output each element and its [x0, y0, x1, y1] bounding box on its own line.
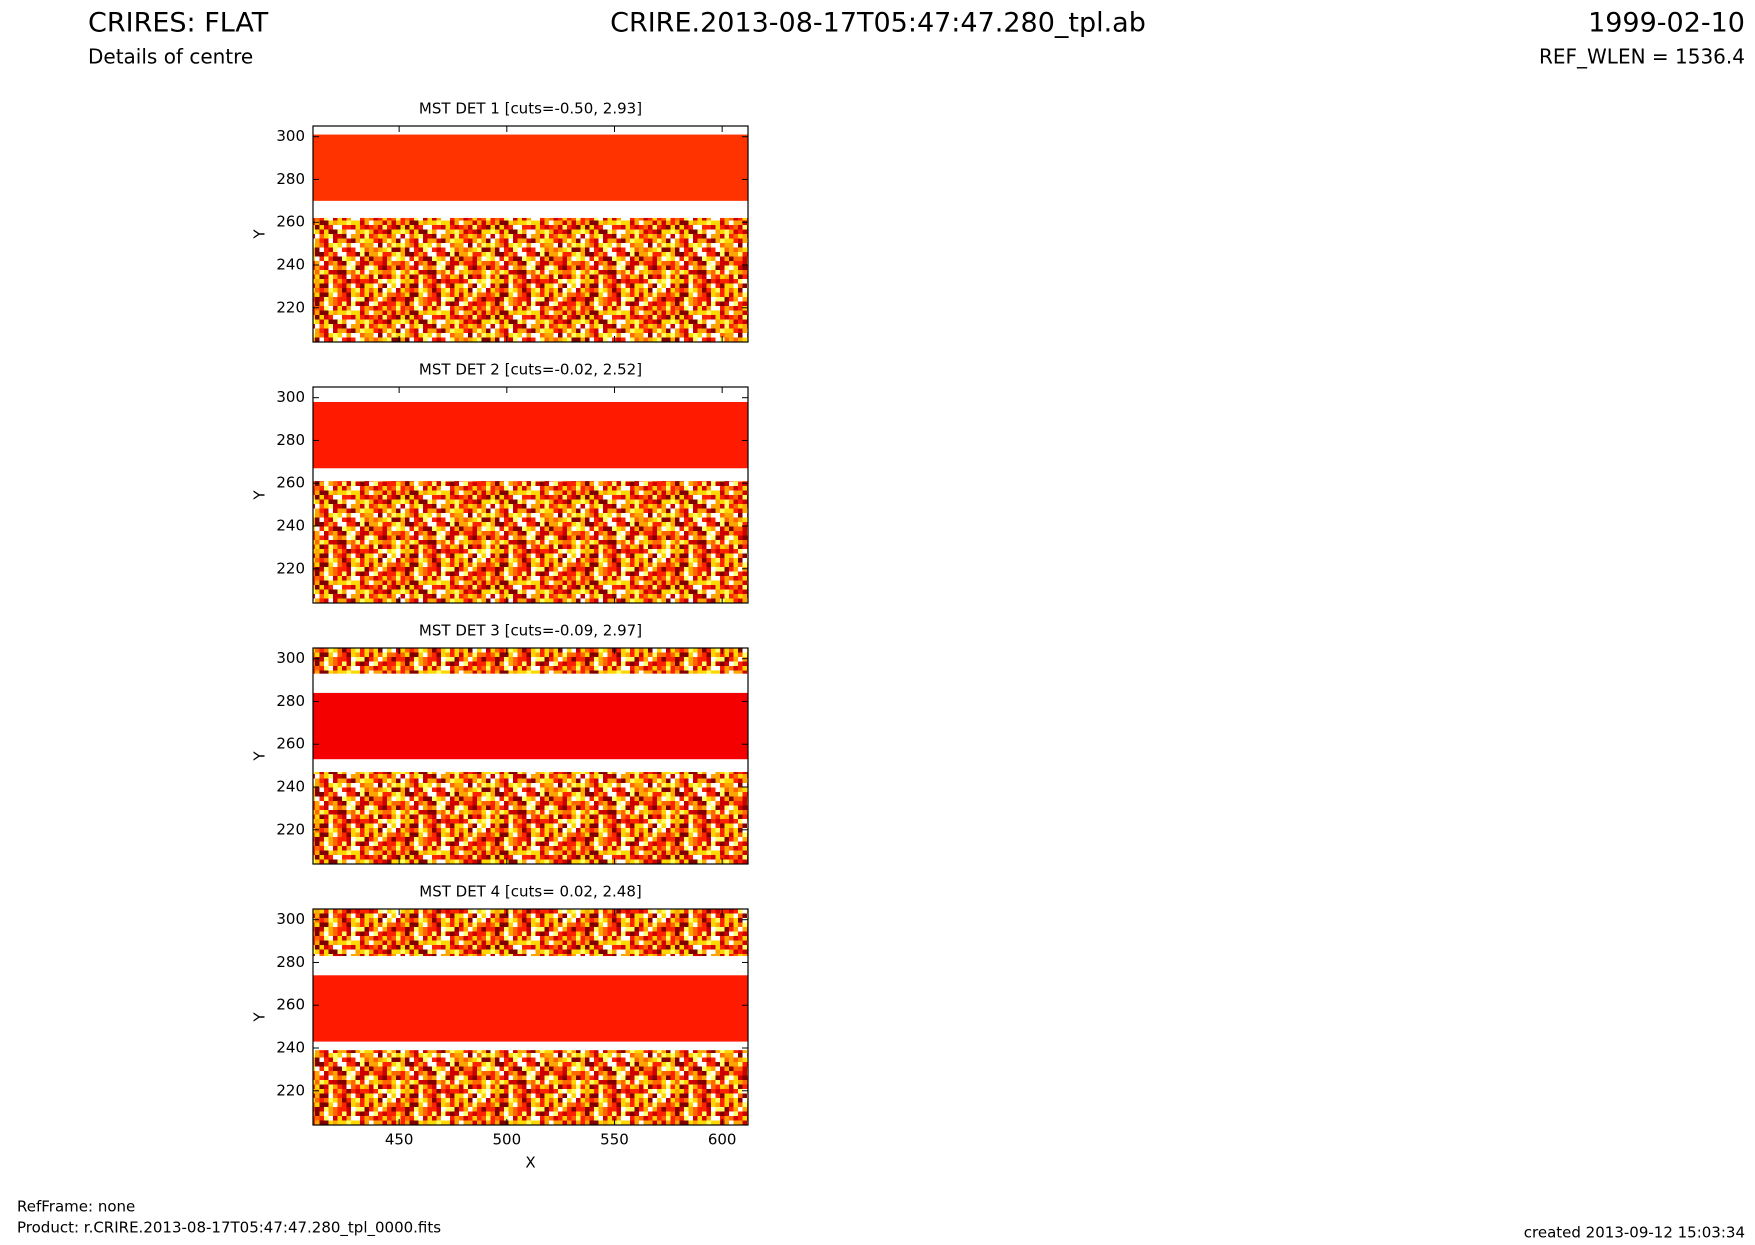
x-axis-label: X: [525, 1154, 535, 1172]
y-axis-label: Y: [251, 1012, 269, 1023]
panel-title: MST DET 2 [cuts=-0.02, 2.52]: [419, 361, 642, 379]
panel-title: MST DET 4 [cuts= 0.02, 2.48]: [419, 883, 642, 901]
y-tick-label: 240: [276, 517, 305, 535]
product: Product: r.CRIRE.2013-08-17T05:47:47.280…: [17, 1219, 441, 1238]
y-tick-label: 240: [276, 1039, 305, 1057]
y-tick-label: 240: [276, 778, 305, 796]
region: [313, 975, 748, 1042]
region: [313, 692, 748, 760]
y-tick-label: 260: [276, 213, 305, 231]
region: [313, 401, 748, 469]
panel-title: MST DET 1 [cuts=-0.50, 2.93]: [419, 100, 642, 118]
ref-frame: RefFrame: none: [17, 1198, 135, 1216]
subtitle: Details of centre: [88, 45, 253, 69]
y-tick-label: 220: [276, 298, 305, 316]
ref-wlen: REF_WLEN = 1536.4: [1539, 45, 1745, 69]
y-tick-label: 300: [276, 649, 305, 667]
x-tick-label: 550: [600, 1131, 629, 1149]
y-tick-label: 280: [276, 692, 305, 710]
region: [313, 217, 748, 342]
y-axis-label: Y: [251, 229, 269, 240]
y-tick-label: 300: [276, 127, 305, 145]
region: [313, 648, 748, 674]
y-tick-label: 300: [276, 910, 305, 928]
region: [313, 909, 748, 957]
y-tick-label: 260: [276, 474, 305, 492]
y-tick-label: 280: [276, 431, 305, 449]
y-tick-label: 220: [276, 559, 305, 577]
page-title: CRIRES: FLAT: [88, 8, 269, 39]
y-tick-label: 260: [276, 996, 305, 1014]
y-axis-label: Y: [251, 490, 269, 501]
y-tick-label: 240: [276, 256, 305, 274]
plot-frame: [312, 386, 749, 604]
created: created 2013-09-12 15:03:34: [1524, 1224, 1745, 1242]
plot-frame: [312, 125, 749, 343]
y-tick-label: 260: [276, 735, 305, 753]
file-name: CRIRE.2013-08-17T05:47:47.280_tpl.ab: [610, 8, 1146, 39]
x-tick-label: 450: [385, 1131, 414, 1149]
panel-title: MST DET 3 [cuts=-0.09, 2.97]: [419, 622, 642, 640]
region: [313, 134, 748, 201]
region: [313, 772, 748, 864]
y-tick-label: 300: [276, 388, 305, 406]
plot-frame: [312, 647, 749, 865]
plot-frame: [312, 908, 749, 1126]
x-tick-label: 500: [492, 1131, 521, 1149]
date: 1999-02-10: [1588, 8, 1745, 39]
y-tick-label: 280: [276, 170, 305, 188]
x-tick-label: 600: [708, 1131, 737, 1149]
y-axis-label: Y: [251, 751, 269, 762]
y-tick-label: 280: [276, 953, 305, 971]
region: [313, 481, 748, 603]
y-tick-label: 220: [276, 1081, 305, 1099]
region: [313, 1050, 748, 1125]
y-tick-label: 220: [276, 820, 305, 838]
